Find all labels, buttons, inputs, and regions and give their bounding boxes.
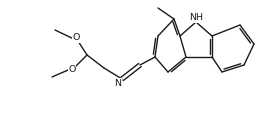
Text: O: O — [68, 66, 76, 75]
Text: NH: NH — [189, 14, 203, 22]
Text: O: O — [72, 34, 80, 42]
Text: N: N — [115, 78, 122, 87]
